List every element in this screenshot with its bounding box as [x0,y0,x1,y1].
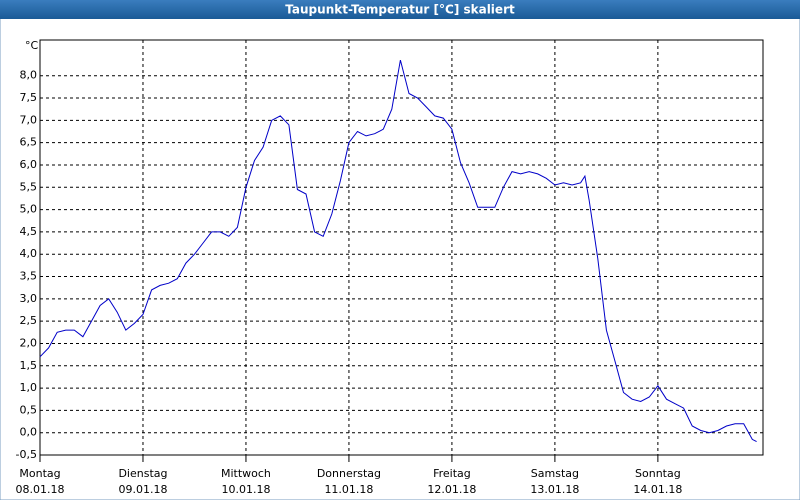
y-axis-label: °C [25,39,39,52]
x-tick-label: Samstag [531,467,579,480]
x-tick-date: 10.01.18 [221,483,270,496]
y-tick-label: 5,5 [20,180,38,193]
plot-frame [39,39,764,456]
x-tick-date: 11.01.18 [324,483,373,496]
chart-title: Taupunkt-Temperatur [°C] skaliert [285,3,515,17]
title-bar [0,0,800,19]
x-tick-date: 13.01.18 [530,483,579,496]
y-tick-label: 0,5 [20,403,38,416]
data-line [39,59,757,443]
y-tick-label: 7,0 [20,113,38,126]
y-tick-label: 1,5 [20,359,38,372]
x-tick-label: Sonntag [635,467,681,480]
y-tick-label: 2,0 [20,336,38,349]
y-tick-label: 3,0 [20,292,38,305]
y-tick-label: 4,5 [20,225,38,238]
y-tick-label: 7,5 [20,91,38,104]
y-tick-label: 8,0 [20,69,38,82]
x-tick-date: 12.01.18 [427,483,476,496]
y-tick-label: 1,0 [20,381,38,394]
x-tick-label: Dienstag [118,467,167,480]
x-tick-date: 09.01.18 [118,483,167,496]
y-tick-label: 2,5 [20,314,38,327]
y-tick-label: -0,5 [16,448,37,461]
x-tick-label: Montag [19,467,60,480]
y-tick-label: 0,0 [20,426,38,439]
x-tick-label: Mittwoch [221,467,271,480]
x-tick-date: 14.01.18 [633,483,682,496]
y-tick-label: 5,0 [20,203,38,216]
x-tick-label: Donnerstag [317,467,381,480]
y-tick-label: 3,5 [20,270,38,283]
y-tick-label: 6,0 [20,158,38,171]
x-tick-date: 08.01.18 [16,483,65,496]
y-tick-label: 4,0 [20,247,38,260]
x-tick-label: Freitag [433,467,471,480]
y-tick-label: 6,5 [20,136,38,149]
